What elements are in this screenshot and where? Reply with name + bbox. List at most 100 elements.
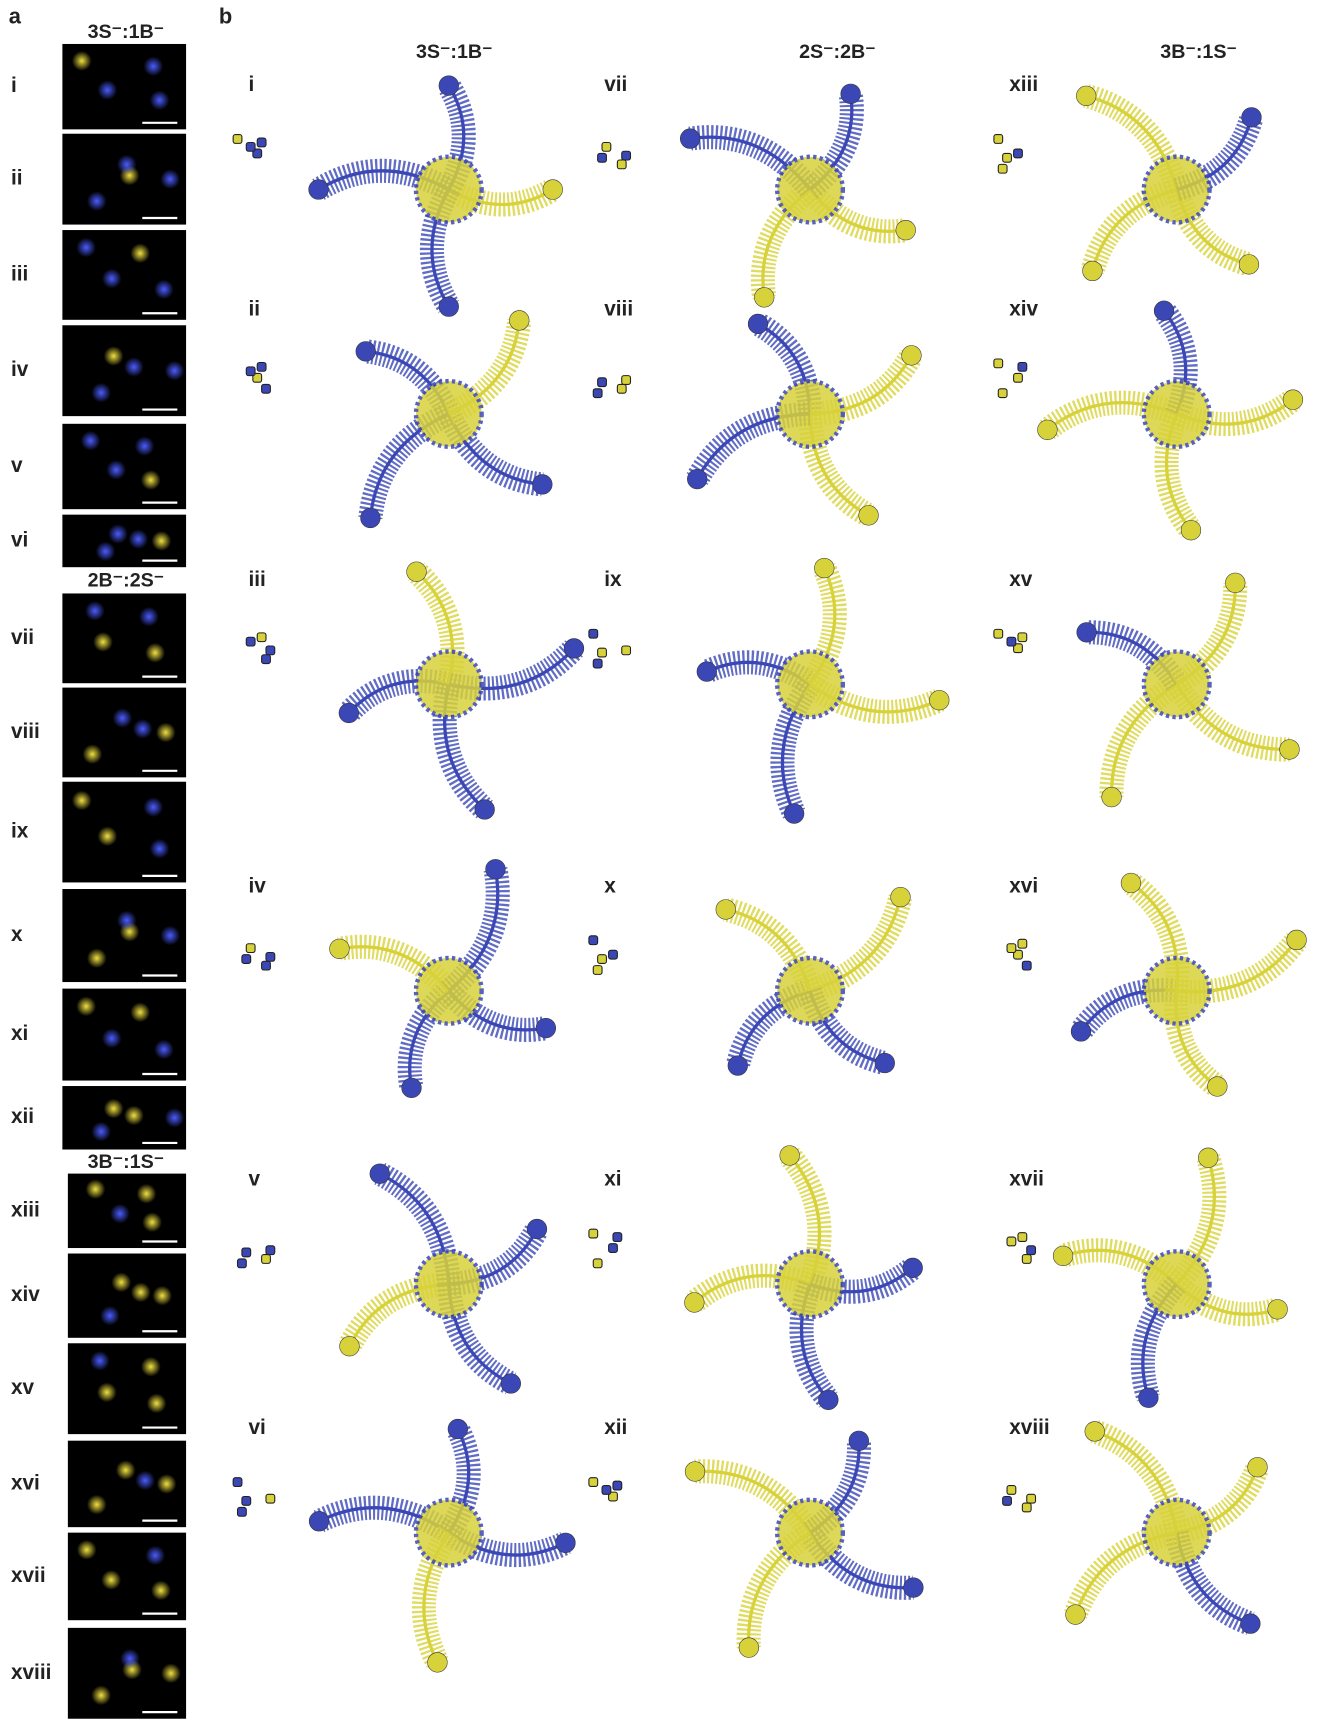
dot — [598, 378, 607, 387]
sphere — [1207, 1077, 1227, 1097]
dot — [266, 646, 275, 655]
spot — [156, 723, 176, 743]
dot — [233, 1478, 242, 1487]
row-label: iv — [11, 358, 29, 381]
spot — [143, 797, 163, 817]
protein-structure — [1053, 1148, 1287, 1408]
sphere — [439, 76, 459, 96]
cell-label: xiv — [1009, 297, 1038, 320]
dot — [246, 142, 255, 151]
sphere — [1076, 86, 1096, 106]
protein-structure — [1066, 1422, 1268, 1634]
dot — [238, 1259, 247, 1268]
cell-label: xviii — [1009, 1416, 1049, 1439]
sphere — [929, 690, 949, 710]
dot — [1022, 961, 1031, 970]
core — [777, 157, 843, 223]
sphere — [486, 859, 506, 879]
spot — [76, 238, 96, 258]
dot — [622, 151, 631, 160]
spot — [91, 383, 111, 403]
spot — [91, 1122, 111, 1142]
sphere — [1283, 390, 1303, 410]
protein-structure — [716, 887, 910, 1075]
dot — [1007, 637, 1016, 646]
protein-structure — [697, 558, 949, 823]
dot — [233, 135, 242, 144]
cell-label: xvi — [1009, 874, 1038, 897]
core — [777, 381, 843, 447]
spot — [141, 470, 161, 490]
row-label: xiv — [11, 1283, 40, 1306]
dot — [1007, 944, 1016, 953]
sphere — [1239, 255, 1259, 275]
sphere — [780, 1146, 800, 1166]
spot — [117, 155, 137, 175]
cell-label: xiii — [1009, 73, 1038, 96]
dot — [246, 637, 255, 646]
protein-structure — [309, 76, 563, 317]
dot — [238, 1507, 247, 1516]
sphere — [1225, 573, 1245, 593]
spot — [72, 791, 92, 811]
spot — [145, 1546, 165, 1566]
sphere — [818, 1390, 838, 1410]
spot — [165, 1108, 185, 1128]
dot — [598, 153, 607, 162]
dot — [1018, 939, 1027, 948]
dot — [602, 1486, 611, 1495]
spot — [157, 1474, 177, 1494]
core — [1144, 958, 1210, 1024]
dot — [246, 944, 255, 953]
spot — [154, 280, 174, 300]
spot — [120, 1649, 140, 1669]
cell-label: iii — [248, 568, 265, 591]
spot — [165, 361, 185, 381]
spot — [83, 744, 103, 764]
sphere — [543, 180, 563, 200]
dot — [1007, 1486, 1016, 1495]
core — [1144, 1251, 1210, 1317]
dot — [1027, 1246, 1036, 1255]
dot — [1014, 149, 1023, 158]
sphere — [536, 1018, 556, 1038]
row-label: xiii — [11, 1198, 40, 1221]
dot — [994, 135, 1003, 144]
core — [1144, 1500, 1210, 1566]
row-label: vii — [11, 626, 34, 649]
sphere — [1280, 740, 1300, 760]
dot — [1014, 373, 1023, 382]
protein-structure — [687, 314, 921, 525]
dot — [262, 384, 271, 393]
spot — [117, 911, 137, 931]
sphere — [330, 939, 350, 959]
spot — [81, 431, 101, 451]
dot — [613, 1233, 622, 1242]
dot — [262, 1255, 271, 1264]
sphere — [361, 508, 381, 528]
row-label: ii — [11, 167, 23, 190]
spot — [150, 839, 170, 859]
row-label: ix — [11, 820, 29, 843]
sphere — [1198, 1148, 1218, 1168]
spot — [85, 601, 105, 621]
panel-label: b — [219, 3, 232, 28]
row-label: vi — [11, 528, 28, 551]
spot — [142, 1212, 162, 1232]
spot — [160, 169, 180, 189]
dot — [242, 955, 251, 964]
sphere — [356, 342, 376, 362]
spot — [139, 607, 159, 627]
spot — [133, 719, 153, 739]
cell-label: vi — [248, 1416, 265, 1439]
spot — [96, 542, 116, 562]
dot — [589, 1229, 598, 1238]
dot — [598, 648, 607, 657]
sphere — [716, 900, 736, 920]
spot — [91, 1685, 111, 1705]
spot — [98, 826, 118, 846]
cell-label: xvii — [1009, 1168, 1044, 1191]
sphere — [896, 220, 916, 240]
sphere — [475, 800, 495, 820]
dot — [1022, 1503, 1031, 1512]
